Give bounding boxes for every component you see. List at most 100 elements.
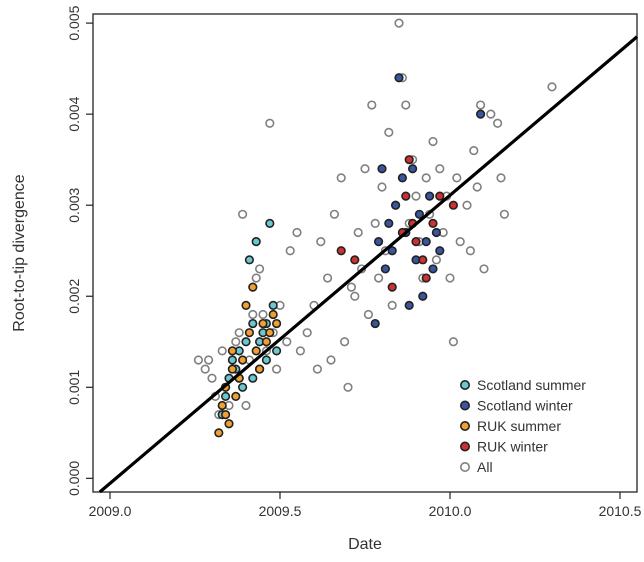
point-scotland-winter	[397, 173, 408, 183]
point-ruk-summer	[224, 419, 234, 429]
point-all	[401, 100, 411, 110]
point-all	[316, 237, 326, 247]
point-ruk-summer	[248, 282, 258, 292]
point-scotland-summer	[248, 373, 258, 383]
point-scotland-summer	[268, 300, 278, 310]
point-ruk-summer	[241, 300, 251, 310]
point-ruk-summer	[217, 400, 227, 411]
regression-line	[98, 35, 639, 494]
legend-marker-ruk-winter	[459, 441, 470, 452]
point-scotland-summer	[265, 218, 275, 229]
point-all	[431, 255, 442, 265]
point-all	[193, 355, 203, 365]
point-scotland-winter	[476, 109, 486, 119]
point-ruk-summer	[214, 428, 224, 438]
point-scotland-winter	[394, 73, 404, 83]
x-tick-label: 2009.0	[89, 503, 132, 519]
point-all	[302, 328, 312, 338]
point-all	[428, 136, 438, 147]
point-all	[353, 227, 363, 238]
point-scotland-winter	[391, 200, 401, 210]
x-axis: 2009.0 2009.5 2010.0 2010.5	[89, 492, 642, 519]
point-ruk-summer	[221, 410, 231, 420]
legend-label-ruk-winter: RUK winter	[477, 439, 548, 455]
y-tick-label: 0.001	[66, 370, 82, 405]
point-ruk-summer	[261, 337, 272, 347]
point-all	[258, 309, 268, 320]
legend-label-scotland-summer: Scotland summer	[477, 377, 586, 393]
point-all	[343, 382, 353, 392]
point-ruk-summer	[238, 355, 248, 365]
point-scotland-winter	[370, 318, 380, 329]
point-all	[384, 127, 394, 137]
point-all	[265, 118, 275, 128]
point-ruk-summer	[251, 346, 261, 356]
point-ruk-summer	[272, 318, 282, 329]
x-tick-label: 2010.0	[429, 503, 472, 519]
point-ruk-summer	[244, 328, 254, 338]
point-all	[251, 273, 261, 283]
point-all	[547, 82, 557, 92]
point-all	[363, 309, 374, 320]
point-all	[238, 209, 248, 219]
point-all	[452, 173, 462, 183]
point-ruk-winter	[418, 255, 428, 265]
y-tick-label: 0.002	[66, 279, 82, 314]
point-all	[465, 246, 476, 256]
point-all	[479, 264, 489, 274]
point-all	[476, 100, 486, 110]
point-all	[207, 373, 217, 383]
point-ruk-winter	[448, 200, 459, 210]
point-all	[377, 182, 387, 192]
point-all	[217, 346, 227, 356]
point-scotland-winter	[377, 164, 387, 174]
point-scotland-summer	[272, 346, 282, 356]
point-all	[387, 300, 397, 310]
point-all	[370, 218, 380, 229]
point-scotland-winter	[380, 264, 391, 274]
point-scotland-winter	[384, 218, 394, 229]
point-all	[295, 346, 306, 356]
legend-marker-ruk-summer	[459, 420, 470, 431]
point-all	[336, 173, 346, 183]
plot-frame	[92, 13, 638, 493]
x-tick-label: 2009.5	[259, 503, 302, 519]
point-ruk-summer	[258, 318, 268, 329]
point-scotland-winter	[425, 191, 435, 201]
point-all	[472, 182, 482, 192]
y-axis-title: Root-to-tip divergence	[11, 174, 28, 332]
point-all	[248, 309, 258, 320]
legend-marker-scotland-winter	[459, 400, 470, 411]
point-ruk-winter	[435, 191, 445, 201]
point-all	[282, 337, 292, 347]
point-all	[292, 227, 302, 238]
point-ruk-winter	[387, 282, 397, 292]
point-scotland-winter	[387, 246, 397, 256]
point-all	[493, 118, 503, 128]
point-all	[241, 400, 251, 411]
legend-marker-scotland-summer	[459, 379, 470, 390]
point-all	[411, 191, 421, 201]
y-tick-label: 0.005	[66, 5, 82, 40]
point-ruk-summer	[227, 364, 237, 374]
point-scotland-winter	[408, 164, 418, 174]
point-ruk-winter	[428, 218, 438, 229]
point-scotland-winter	[374, 237, 384, 247]
legend-label-ruk-summer: RUK summer	[477, 418, 561, 434]
regression-line-group	[98, 35, 639, 494]
point-scotland-winter	[404, 300, 414, 310]
point-ruk-winter	[411, 237, 421, 247]
point-ruk-winter	[401, 191, 411, 201]
point-all	[435, 164, 445, 174]
x-tick-label: 2010.5	[599, 503, 642, 519]
point-ruk-summer	[265, 328, 275, 338]
point-all	[326, 355, 336, 365]
point-scotland-summer	[261, 355, 272, 365]
point-all	[469, 145, 479, 156]
point-ruk-summer	[268, 309, 278, 320]
point-scotland-summer	[227, 355, 237, 365]
point-scotland-summer	[221, 391, 231, 402]
point-all	[486, 109, 496, 119]
